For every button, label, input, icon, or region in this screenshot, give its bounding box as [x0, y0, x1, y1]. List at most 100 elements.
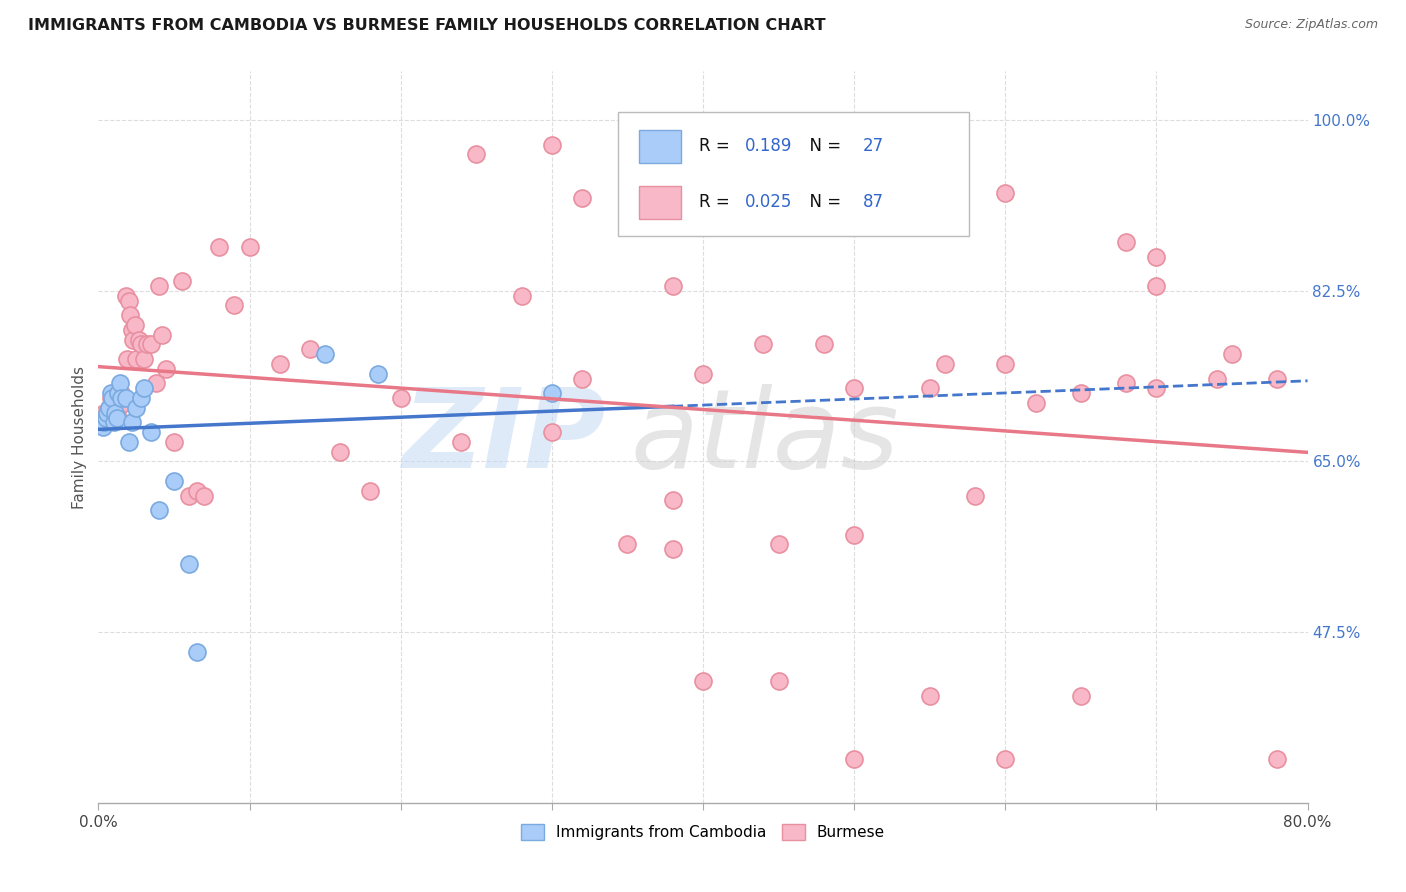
Text: 87: 87: [863, 194, 883, 211]
Point: [93, 406, 115, 420]
Point: [148, 503, 170, 517]
Point: [103, 416, 125, 430]
Point: [112, 396, 135, 410]
Point: [752, 337, 775, 351]
Point: [108, 386, 131, 401]
Point: [1206, 371, 1229, 385]
Text: ZIP: ZIP: [402, 384, 606, 491]
Text: Source: ZipAtlas.com: Source: ZipAtlas.com: [1244, 18, 1378, 31]
Point: [91, 420, 114, 434]
Point: [96, 406, 118, 420]
Point: [450, 434, 472, 449]
Point: [813, 337, 835, 351]
Point: [105, 410, 128, 425]
Point: [186, 645, 208, 659]
Point: [124, 318, 146, 332]
Point: [91, 410, 114, 425]
Point: [571, 371, 593, 385]
Point: [105, 406, 128, 420]
Point: [141, 337, 163, 351]
Point: [208, 240, 231, 254]
Point: [616, 537, 638, 551]
Point: [96, 406, 118, 420]
Point: [94, 410, 117, 425]
Point: [1024, 396, 1046, 410]
Point: [918, 689, 941, 703]
Point: [179, 557, 201, 571]
Point: [299, 343, 322, 357]
Point: [170, 274, 193, 288]
Point: [121, 416, 143, 430]
Point: [844, 211, 866, 225]
Point: [1115, 376, 1137, 391]
Point: [1070, 386, 1092, 401]
Point: [994, 186, 1017, 201]
Point: [994, 357, 1017, 371]
Point: [107, 386, 129, 401]
Point: [844, 527, 866, 541]
Point: [571, 191, 593, 205]
Point: [148, 279, 170, 293]
Legend: Immigrants from Cambodia, Burmese: Immigrants from Cambodia, Burmese: [515, 818, 891, 847]
Point: [118, 293, 141, 308]
Point: [1144, 381, 1167, 395]
Point: [110, 391, 132, 405]
Point: [103, 406, 125, 420]
Point: [1144, 279, 1167, 293]
Point: [1070, 689, 1092, 703]
Point: [1144, 250, 1167, 264]
Point: [110, 386, 132, 401]
Point: [132, 352, 155, 367]
FancyBboxPatch shape: [638, 186, 682, 219]
Point: [104, 386, 127, 401]
Point: [98, 401, 121, 415]
Point: [128, 333, 150, 347]
Point: [540, 386, 562, 401]
Point: [101, 396, 124, 410]
Y-axis label: Family Households: Family Households: [72, 366, 87, 508]
Point: [104, 406, 127, 420]
Point: [465, 147, 488, 161]
Point: [145, 376, 167, 391]
Point: [150, 327, 173, 342]
FancyBboxPatch shape: [619, 112, 969, 235]
Text: 0.189: 0.189: [745, 137, 793, 155]
Point: [692, 367, 714, 381]
Point: [114, 391, 136, 405]
Text: 0.025: 0.025: [745, 194, 793, 211]
Point: [239, 240, 262, 254]
Text: N =: N =: [799, 137, 846, 155]
Point: [1220, 347, 1243, 361]
Point: [121, 323, 143, 337]
Point: [186, 483, 208, 498]
Point: [692, 673, 714, 688]
Point: [616, 152, 638, 166]
Point: [100, 391, 122, 405]
Point: [360, 483, 382, 498]
Point: [101, 391, 124, 405]
Point: [107, 391, 129, 405]
Point: [125, 401, 148, 415]
Point: [94, 410, 117, 425]
Point: [224, 298, 246, 312]
Point: [141, 425, 163, 440]
Point: [661, 279, 683, 293]
Point: [661, 542, 683, 557]
Point: [540, 425, 562, 440]
Point: [768, 673, 790, 688]
Point: [125, 352, 148, 367]
Point: [155, 361, 177, 376]
Point: [108, 376, 131, 391]
Point: [193, 489, 215, 503]
Text: 27: 27: [863, 137, 884, 155]
Point: [1115, 235, 1137, 249]
Point: [129, 391, 152, 405]
Point: [1267, 371, 1289, 385]
Point: [918, 381, 941, 395]
Point: [269, 357, 291, 371]
Text: N =: N =: [799, 194, 846, 211]
Point: [163, 474, 186, 488]
Point: [179, 489, 201, 503]
Point: [163, 434, 186, 449]
Point: [329, 444, 352, 458]
